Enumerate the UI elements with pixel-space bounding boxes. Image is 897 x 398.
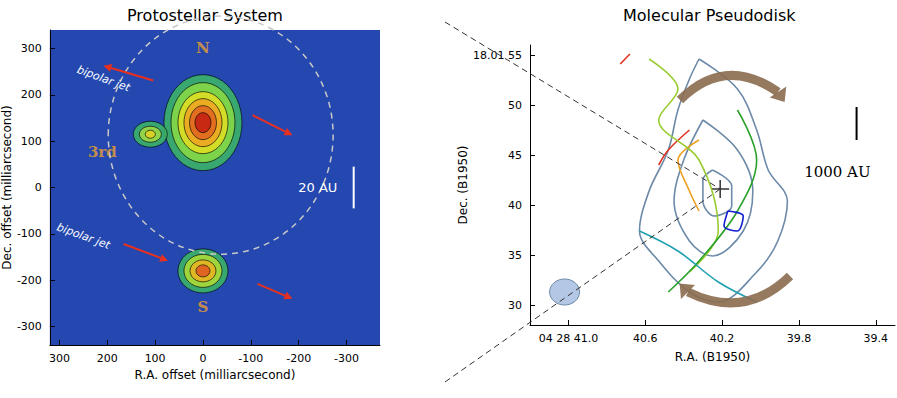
svg-text:40: 40 [508, 199, 522, 212]
svg-text:-200: -200 [17, 274, 42, 287]
svg-text:Dec. offset (milliarcsecond): Dec. offset (milliarcsecond) [0, 105, 14, 269]
svg-text:200: 200 [97, 352, 118, 365]
svg-text:-100: -100 [238, 352, 263, 365]
svg-text:300: 300 [49, 352, 70, 365]
svg-text:45: 45 [508, 149, 522, 162]
svg-text:40.2: 40.2 [710, 332, 735, 345]
svg-text:30: 30 [508, 299, 522, 312]
svg-text:N: N [196, 39, 210, 57]
svg-text:300: 300 [21, 42, 42, 55]
svg-text:R.A. offset (milliarcsecond): R.A. offset (milliarcsecond) [134, 368, 295, 382]
svg-text:04 28 41.0: 04 28 41.0 [539, 332, 598, 345]
svg-text:-300: -300 [17, 320, 42, 333]
svg-text:S: S [198, 298, 209, 316]
svg-text:0: 0 [199, 352, 206, 365]
svg-text:39.8: 39.8 [787, 332, 812, 345]
svg-text:35: 35 [508, 249, 522, 262]
svg-text:100: 100 [21, 135, 42, 148]
svg-text:40.6: 40.6 [633, 332, 658, 345]
svg-text:50: 50 [508, 99, 522, 112]
svg-text:1000 AU: 1000 AU [804, 163, 870, 181]
svg-text:-300: -300 [334, 352, 359, 365]
svg-text:-100: -100 [17, 227, 42, 240]
svg-text:Protostellar System: Protostellar System [127, 6, 283, 25]
svg-text:bipolar jet: bipolar jet [75, 63, 132, 95]
svg-text:100: 100 [145, 352, 166, 365]
svg-text:3rd: 3rd [88, 143, 117, 161]
svg-text:18.01 55: 18.01 55 [473, 49, 522, 62]
svg-text:bipolar jet: bipolar jet [55, 220, 112, 252]
svg-text:Dec. (B1950): Dec. (B1950) [456, 146, 470, 225]
svg-text:-200: -200 [286, 352, 311, 365]
svg-text:Molecular Pseudodisk: Molecular Pseudodisk [623, 6, 796, 25]
svg-text:0: 0 [35, 181, 42, 194]
svg-text:39.4: 39.4 [864, 332, 889, 345]
svg-text:20 AU: 20 AU [298, 180, 337, 195]
svg-text:200: 200 [21, 88, 42, 101]
svg-text:R.A. (B1950): R.A. (B1950) [675, 350, 751, 364]
